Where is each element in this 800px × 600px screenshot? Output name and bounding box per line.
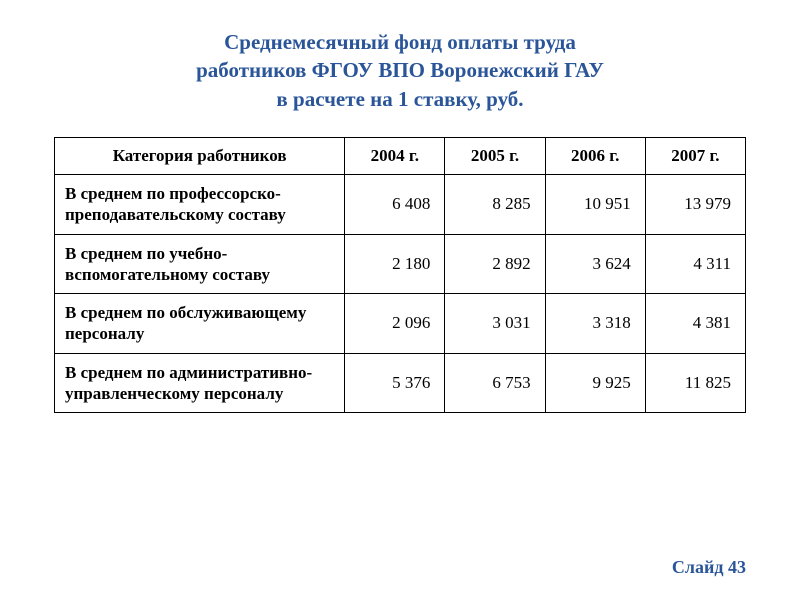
- title-line-2: работников ФГОУ ВПО Воронежский ГАУ: [0, 56, 800, 84]
- cell-value: 13 979: [645, 175, 745, 235]
- cell-value: 10 951: [545, 175, 645, 235]
- col-header-2005: 2005 г.: [445, 138, 545, 175]
- cell-value: 3 624: [545, 234, 645, 294]
- table-row: В среднем по профессорско-преподавательс…: [55, 175, 746, 235]
- table-row: В среднем по учебно-вспомогательному сос…: [55, 234, 746, 294]
- row-label: В среднем по профессорско-преподавательс…: [55, 175, 345, 235]
- row-label: В среднем по обслуживающему персоналу: [55, 294, 345, 354]
- table-header-row: Категория работников 2004 г. 2005 г. 200…: [55, 138, 746, 175]
- table-row: В среднем по административно-управленчес…: [55, 353, 746, 413]
- title-line-1: Среднемесячный фонд оплаты труда: [0, 28, 800, 56]
- salary-table-wrap: Категория работников 2004 г. 2005 г. 200…: [0, 137, 800, 413]
- cell-value: 8 285: [445, 175, 545, 235]
- cell-value: 2 096: [345, 294, 445, 354]
- table-row: В среднем по обслуживающему персоналу 2 …: [55, 294, 746, 354]
- col-header-category: Категория работников: [55, 138, 345, 175]
- slide-number: Слайд 43: [672, 557, 746, 578]
- cell-value: 3 031: [445, 294, 545, 354]
- cell-value: 6 753: [445, 353, 545, 413]
- cell-value: 3 318: [545, 294, 645, 354]
- title-line-3: в расчете на 1 ставку, руб.: [0, 85, 800, 113]
- cell-value: 6 408: [345, 175, 445, 235]
- cell-value: 2 180: [345, 234, 445, 294]
- cell-value: 4 381: [645, 294, 745, 354]
- cell-value: 11 825: [645, 353, 745, 413]
- cell-value: 9 925: [545, 353, 645, 413]
- salary-table: Категория работников 2004 г. 2005 г. 200…: [54, 137, 746, 413]
- row-label: В среднем по учебно-вспомогательному сос…: [55, 234, 345, 294]
- col-header-2006: 2006 г.: [545, 138, 645, 175]
- col-header-2007: 2007 г.: [645, 138, 745, 175]
- slide-title: Среднемесячный фонд оплаты труда работни…: [0, 0, 800, 137]
- cell-value: 4 311: [645, 234, 745, 294]
- cell-value: 5 376: [345, 353, 445, 413]
- row-label: В среднем по административно-управленчес…: [55, 353, 345, 413]
- cell-value: 2 892: [445, 234, 545, 294]
- col-header-2004: 2004 г.: [345, 138, 445, 175]
